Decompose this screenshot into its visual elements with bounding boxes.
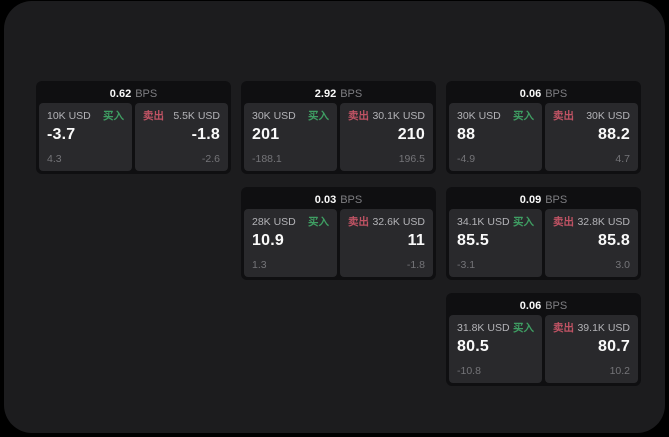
sell-panel[interactable]: 卖出 30.1K USD 210 196.5 — [340, 103, 433, 171]
spread-card: 0.03 BPS 28K USD 买入 10.9 1.3 卖出 32.6K US… — [241, 187, 436, 280]
card-header: 0.03 BPS — [244, 190, 433, 209]
sell-price: 210 — [397, 126, 425, 143]
sell-label: 卖出 — [143, 110, 164, 122]
sell-label: 卖出 — [348, 110, 369, 122]
buy-label: 买入 — [513, 110, 534, 122]
bps-label: BPS — [545, 193, 568, 206]
buy-amount: 30K USD — [252, 110, 296, 122]
buy-panel[interactable]: 10K USD 买入 -3.7 4.3 — [39, 103, 132, 171]
sell-delta: -1.8 — [406, 259, 425, 271]
buy-price: 80.5 — [457, 338, 489, 355]
spread-card: 0.06 BPS 30K USD 买入 88 -4.9 卖出 30K USD — [446, 81, 641, 174]
buy-panel[interactable]: 30K USD 买入 201 -188.1 — [244, 103, 337, 171]
sell-delta: 3.0 — [615, 259, 630, 271]
sell-panel[interactable]: 卖出 5.5K USD -1.8 -2.6 — [135, 103, 228, 171]
bps-value: 0.62 — [109, 87, 132, 100]
bps-label: BPS — [545, 299, 568, 312]
buy-amount: 34.1K USD — [457, 216, 510, 228]
buy-delta: 4.3 — [47, 153, 62, 165]
sell-panel[interactable]: 卖出 39.1K USD 80.7 10.2 — [545, 315, 638, 383]
card-header: 0.06 BPS — [449, 84, 638, 103]
sell-label: 卖出 — [553, 216, 574, 228]
buy-amount: 31.8K USD — [457, 322, 510, 334]
bps-value: 0.09 — [519, 193, 542, 206]
bps-value: 0.06 — [519, 87, 542, 100]
sell-price: 85.8 — [598, 232, 630, 249]
buy-delta: -188.1 — [252, 153, 282, 165]
buy-price: 201 — [252, 126, 280, 143]
sell-price: 80.7 — [598, 338, 630, 355]
sell-amount: 30.1K USD — [372, 110, 425, 122]
buy-price: -3.7 — [47, 126, 76, 143]
sell-panel[interactable]: 卖出 32.8K USD 85.8 3.0 — [545, 209, 638, 277]
card-header: 0.06 BPS — [449, 296, 638, 315]
buy-price: 88 — [457, 126, 476, 143]
buy-price: 10.9 — [252, 232, 284, 249]
sell-amount: 39.1K USD — [577, 322, 630, 334]
sell-label: 卖出 — [553, 322, 574, 334]
spread-card: 0.09 BPS 34.1K USD 买入 85.5 -3.1 卖出 32.8K… — [446, 187, 641, 280]
bps-label: BPS — [340, 87, 363, 100]
sell-amount: 32.8K USD — [577, 216, 630, 228]
spread-card: 0.06 BPS 31.8K USD 买入 80.5 -10.8 卖出 39.1… — [446, 293, 641, 386]
spread-card: 0.62 BPS 10K USD 买入 -3.7 4.3 卖出 5.5K USD — [36, 81, 231, 174]
buy-delta: 1.3 — [252, 259, 267, 271]
bps-value: 2.92 — [314, 87, 337, 100]
sell-panel[interactable]: 卖出 32.6K USD 11 -1.8 — [340, 209, 433, 277]
buy-label: 买入 — [308, 216, 329, 228]
buy-label: 买入 — [513, 216, 534, 228]
bps-value: 0.06 — [519, 299, 542, 312]
buy-delta: -10.8 — [457, 365, 481, 377]
sell-delta: 4.7 — [615, 153, 630, 165]
bps-label: BPS — [545, 87, 568, 100]
buy-panel[interactable]: 28K USD 买入 10.9 1.3 — [244, 209, 337, 277]
sell-price: -1.8 — [191, 126, 220, 143]
sell-panel[interactable]: 卖出 30K USD 88.2 4.7 — [545, 103, 638, 171]
card-header: 2.92 BPS — [244, 84, 433, 103]
buy-panel[interactable]: 34.1K USD 买入 85.5 -3.1 — [449, 209, 542, 277]
spread-card-grid: 0.62 BPS 10K USD 买入 -3.7 4.3 卖出 5.5K USD — [36, 81, 641, 386]
bps-label: BPS — [135, 87, 158, 100]
bps-value: 0.03 — [314, 193, 337, 206]
sell-label: 卖出 — [348, 216, 369, 228]
buy-label: 买入 — [103, 110, 124, 122]
buy-panel[interactable]: 30K USD 买入 88 -4.9 — [449, 103, 542, 171]
buy-amount: 10K USD — [47, 110, 91, 122]
buy-delta: -4.9 — [457, 153, 476, 165]
spread-card: 2.92 BPS 30K USD 买入 201 -188.1 卖出 30.1K … — [241, 81, 436, 174]
buy-price: 85.5 — [457, 232, 489, 249]
bps-label: BPS — [340, 193, 363, 206]
sell-price: 11 — [407, 232, 425, 249]
sell-amount: 30K USD — [586, 110, 630, 122]
app-surface: 0.62 BPS 10K USD 买入 -3.7 4.3 卖出 5.5K USD — [4, 1, 665, 433]
sell-price: 88.2 — [598, 126, 630, 143]
card-header: 0.09 BPS — [449, 190, 638, 209]
buy-amount: 28K USD — [252, 216, 296, 228]
sell-amount: 32.6K USD — [372, 216, 425, 228]
buy-amount: 30K USD — [457, 110, 501, 122]
sell-amount: 5.5K USD — [173, 110, 220, 122]
buy-label: 买入 — [513, 322, 534, 334]
buy-label: 买入 — [308, 110, 329, 122]
sell-delta: 10.2 — [609, 365, 630, 377]
buy-panel[interactable]: 31.8K USD 买入 80.5 -10.8 — [449, 315, 542, 383]
sell-delta: -2.6 — [201, 153, 220, 165]
sell-delta: 196.5 — [398, 153, 425, 165]
sell-label: 卖出 — [553, 110, 574, 122]
buy-delta: -3.1 — [457, 259, 476, 271]
card-header: 0.62 BPS — [39, 84, 228, 103]
